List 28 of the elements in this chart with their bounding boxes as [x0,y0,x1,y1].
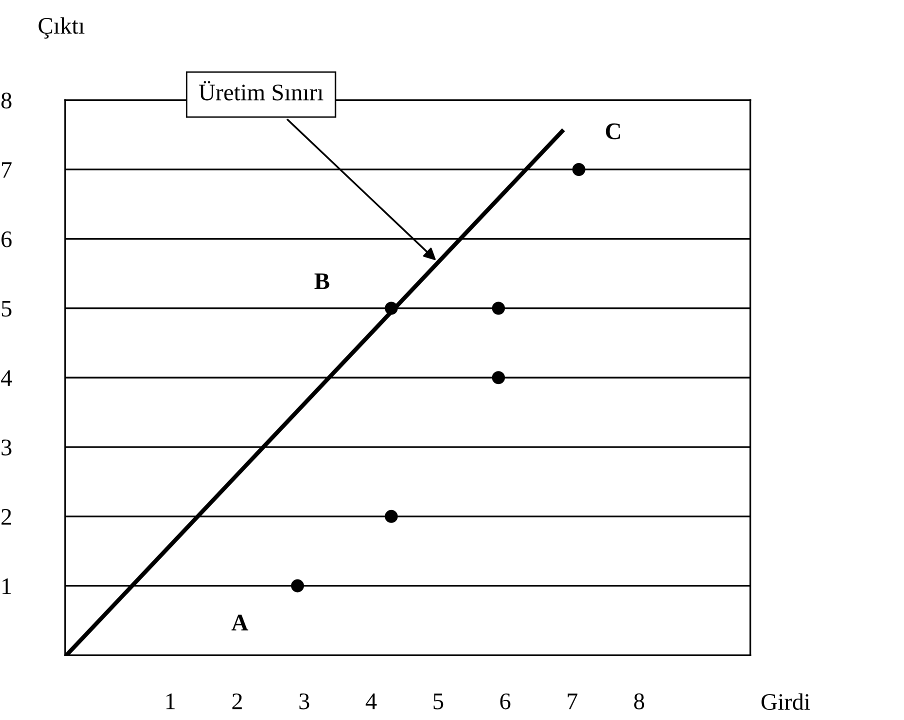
x-tick-label: 8 [634,693,644,710]
annotation: A [232,614,248,630]
annotation: C [606,123,620,140]
x-tick-label: 1 [166,693,175,710]
point [492,371,505,384]
x-tick-label: 2 [232,693,242,710]
x-tick-label: 6 [500,693,510,710]
x-tick-label: 3 [299,693,310,710]
x-axis-title: Girdi [762,693,810,710]
y-tick-label: 1 [2,578,11,594]
y-tick-label: 5 [2,300,12,317]
annotation: Üretim Sınırı [198,81,324,100]
y-tick-label: 4 [0,370,12,386]
point [291,579,304,592]
y-tick-label: 7 [2,162,12,178]
point [572,162,586,176]
point [384,302,398,315]
x-tick-label: 4 [366,694,377,710]
y-tick-label: 8 [1,92,12,109]
point [492,302,505,315]
annotation: B [314,273,330,290]
y-axis-title: Çıktı [38,17,84,39]
x-tick-label: 5 [434,694,444,710]
y-tick-label: 2 [2,508,12,525]
x-tick-label: 7 [568,694,578,710]
y-tick-label: 3 [2,440,12,456]
y-tick-label: 6 [2,231,12,248]
point [384,510,398,523]
